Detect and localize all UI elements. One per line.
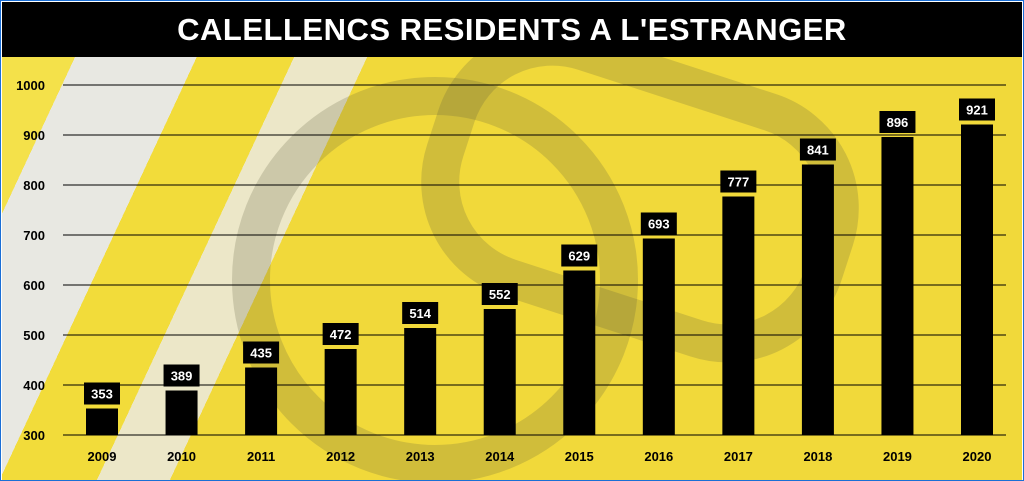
title-bar: CALELLENCS RESIDENTS A L'ESTRANGER [2, 2, 1022, 57]
x-tick-label: 2009 [88, 449, 117, 464]
data-label: 435 [250, 346, 272, 361]
y-tick-label: 900 [23, 128, 45, 143]
data-label-box [163, 364, 200, 387]
data-label: 514 [409, 306, 431, 321]
x-tick-label: 2019 [883, 449, 912, 464]
bar [801, 164, 834, 435]
data-label: 693 [648, 217, 670, 232]
chart-title: CALELLENCS RESIDENTS A L'ESTRANGER [177, 11, 847, 47]
x-tick-label: 2015 [565, 449, 594, 464]
data-label-box [640, 212, 677, 235]
data-label: 629 [568, 249, 590, 264]
data-label-box [243, 341, 280, 364]
data-label-box [561, 244, 598, 267]
bar [961, 124, 993, 435]
data-label: 777 [728, 175, 750, 190]
data-label-box [402, 302, 439, 324]
data-label: 472 [330, 327, 352, 342]
bar [722, 196, 755, 435]
x-tick-label: 2011 [247, 449, 275, 464]
y-tick-label: 800 [23, 178, 45, 193]
y-tick-label: 300 [23, 428, 45, 443]
x-tick-label: 2010 [167, 449, 196, 464]
y-tick-label: 600 [23, 278, 45, 293]
bar [404, 328, 437, 435]
bar [563, 270, 596, 435]
y-tick-label: 1000 [16, 78, 45, 93]
bar [324, 349, 357, 435]
data-label: 841 [807, 143, 829, 158]
x-tick-label: 2016 [644, 449, 673, 464]
bar [86, 408, 118, 435]
x-tick-label: 2012 [326, 449, 355, 464]
y-tick-label: 500 [23, 328, 45, 343]
data-label-box [959, 98, 995, 121]
x-tick-label: 2018 [803, 449, 832, 464]
y-tick-label: 700 [23, 228, 45, 243]
x-tick-label: 2014 [485, 449, 515, 464]
data-label-box [720, 170, 757, 193]
bar [165, 390, 198, 435]
data-label-box [322, 323, 359, 345]
x-tick-label: 2017 [724, 449, 753, 464]
data-label-box [481, 283, 518, 305]
data-label: 921 [966, 103, 988, 118]
x-tick-label: 2013 [406, 449, 435, 464]
data-label-box [84, 382, 120, 405]
data-label: 353 [91, 387, 113, 402]
x-tick-label: 2020 [963, 449, 992, 464]
bar [881, 137, 914, 435]
data-label-box [879, 111, 916, 133]
data-label: 552 [489, 287, 511, 302]
data-label-box [799, 138, 836, 161]
data-label: 389 [171, 369, 193, 384]
data-label: 896 [887, 115, 909, 130]
bar [245, 367, 278, 435]
bar [642, 238, 675, 435]
bar [483, 309, 516, 435]
y-tick-label: 400 [23, 378, 45, 393]
